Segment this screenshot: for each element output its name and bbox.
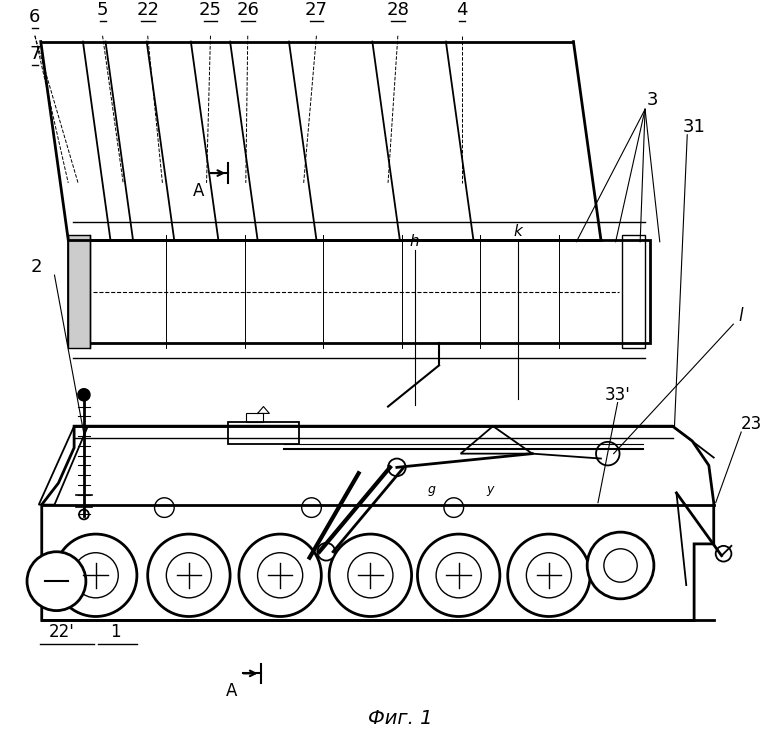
Text: А: А bbox=[225, 682, 237, 700]
Polygon shape bbox=[42, 426, 714, 621]
Text: 1: 1 bbox=[110, 623, 121, 641]
Text: 22': 22' bbox=[48, 623, 74, 641]
Circle shape bbox=[417, 534, 500, 617]
Text: 28: 28 bbox=[386, 1, 410, 19]
Circle shape bbox=[239, 534, 321, 617]
Polygon shape bbox=[68, 240, 650, 343]
Text: g: g bbox=[427, 484, 435, 496]
Circle shape bbox=[604, 549, 637, 582]
Text: k: k bbox=[513, 224, 522, 239]
Circle shape bbox=[587, 532, 654, 599]
Circle shape bbox=[317, 543, 335, 560]
Text: 2: 2 bbox=[31, 259, 43, 276]
Circle shape bbox=[716, 546, 732, 562]
Text: 23: 23 bbox=[740, 415, 761, 433]
Circle shape bbox=[147, 534, 230, 617]
Text: h: h bbox=[410, 234, 420, 250]
Circle shape bbox=[166, 553, 211, 597]
Circle shape bbox=[348, 553, 393, 597]
Text: 31: 31 bbox=[682, 118, 706, 136]
Text: 7: 7 bbox=[29, 45, 41, 63]
Text: А: А bbox=[193, 182, 204, 200]
Text: 3: 3 bbox=[647, 92, 658, 110]
Circle shape bbox=[526, 553, 572, 597]
Bar bbox=[228, 422, 299, 444]
Circle shape bbox=[302, 498, 321, 518]
Text: 22: 22 bbox=[136, 1, 159, 19]
Circle shape bbox=[388, 458, 406, 476]
Circle shape bbox=[79, 510, 89, 519]
Circle shape bbox=[78, 389, 90, 401]
Text: y: y bbox=[487, 484, 494, 496]
Text: l: l bbox=[739, 307, 743, 326]
Circle shape bbox=[596, 442, 619, 466]
Text: 6: 6 bbox=[29, 8, 41, 26]
Text: 5: 5 bbox=[97, 1, 108, 19]
Circle shape bbox=[508, 534, 590, 617]
Circle shape bbox=[329, 534, 412, 617]
Text: 4: 4 bbox=[456, 1, 467, 19]
Text: Фиг. 1: Фиг. 1 bbox=[367, 709, 432, 728]
Circle shape bbox=[154, 498, 174, 518]
Circle shape bbox=[73, 553, 119, 597]
Bar bbox=[246, 413, 264, 422]
Text: 33': 33' bbox=[604, 386, 630, 404]
Circle shape bbox=[257, 553, 303, 597]
Circle shape bbox=[444, 498, 463, 518]
Text: 26: 26 bbox=[236, 1, 259, 19]
Bar bbox=[622, 235, 645, 348]
Circle shape bbox=[55, 534, 137, 617]
Text: 25: 25 bbox=[199, 1, 222, 19]
Circle shape bbox=[27, 552, 86, 611]
Circle shape bbox=[436, 553, 481, 597]
Bar bbox=[68, 235, 90, 348]
Text: 27: 27 bbox=[305, 1, 328, 19]
